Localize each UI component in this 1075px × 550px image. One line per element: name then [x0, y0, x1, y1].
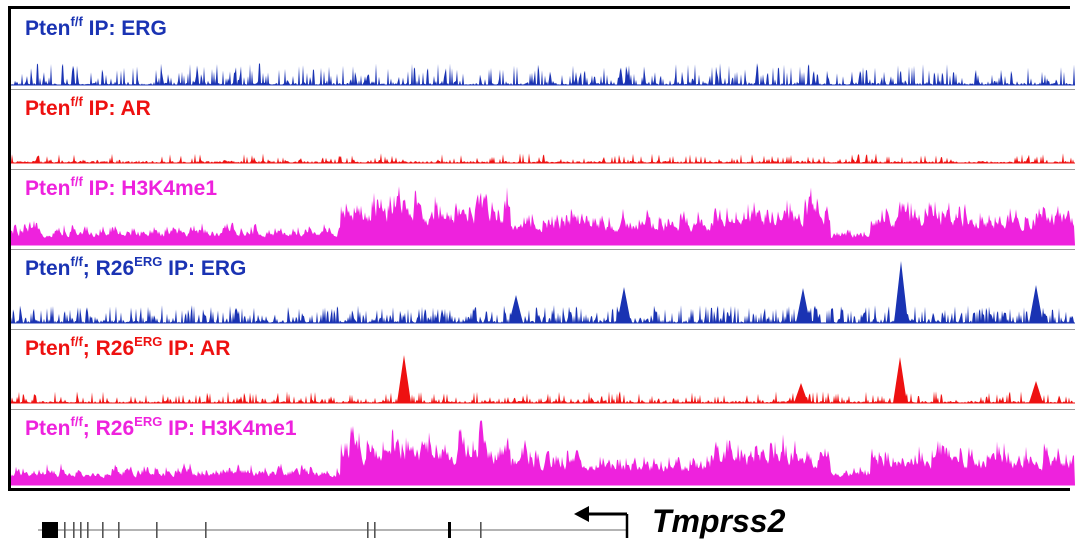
signal-area	[11, 153, 1075, 163]
track-3: Ptenf/f IP: H3K4me1	[11, 169, 1075, 249]
signal-track-4	[11, 261, 1075, 324]
track-label-mid: ; R26	[82, 417, 135, 440]
gene-exon-10	[374, 522, 376, 538]
track-1: Ptenf/f IP: ERG	[11, 9, 1075, 89]
track-label-post: IP: AR	[82, 97, 151, 120]
track-label-pre: Pten	[25, 417, 71, 440]
track-label-sup2: ERG	[134, 414, 163, 429]
signal-area	[11, 355, 1075, 403]
gene-exon-first	[42, 522, 58, 538]
gene-exon-9	[367, 522, 369, 538]
gene-exon-8	[205, 522, 207, 538]
gene-exon-5	[102, 522, 104, 538]
gene-exon-11	[448, 522, 451, 538]
track-4: Ptenf/f; R26ERG IP: ERG	[11, 249, 1075, 329]
track-label-post: IP: H3K4me1	[162, 417, 297, 440]
track-label: Ptenf/f; R26ERG IP: AR	[25, 334, 231, 361]
track-separator	[11, 169, 1075, 170]
signal-area	[11, 186, 1075, 245]
track-label-pre: Pten	[25, 177, 71, 200]
signal-area	[11, 261, 1075, 323]
track-label: Ptenf/f IP: H3K4me1	[25, 174, 218, 201]
tss-arrow-head	[574, 506, 589, 522]
signal-track-2	[11, 153, 1075, 164]
signal-track-3	[11, 186, 1075, 246]
track-label-pre: Pten	[25, 17, 71, 40]
gene-exon-3	[80, 522, 82, 538]
signal-track-5	[11, 355, 1075, 404]
track-label-sup1: f/f	[70, 14, 83, 29]
track-label-pre: Pten	[25, 337, 71, 360]
track-label-mid: ; R26	[82, 257, 135, 280]
signal-track-6	[11, 420, 1075, 486]
track-panel: Ptenf/f IP: ERG Ptenf/f IP: AR Ptenf/f IP:…	[11, 9, 1075, 488]
track-label-sup2: ERG	[134, 334, 163, 349]
track-label-pre: Pten	[25, 97, 71, 120]
track-label-post: IP: H3K4me1	[82, 177, 218, 200]
track-separator	[11, 329, 1075, 330]
track-label-sup1: f/f	[70, 414, 83, 429]
track-2: Ptenf/f IP: AR	[11, 89, 1075, 169]
gene-model	[38, 506, 629, 538]
track-separator	[11, 249, 1075, 250]
track-5: Ptenf/f; R26ERG IP: AR	[11, 329, 1075, 409]
track-label: Ptenf/f; R26ERG IP: H3K4me1	[25, 414, 297, 441]
gene-exon-7	[156, 522, 158, 538]
gene-exon-2	[73, 522, 75, 538]
gene-exon-12	[480, 522, 482, 538]
track-label-sup1: f/f	[70, 334, 83, 349]
tracks-frame	[8, 6, 1070, 491]
gene-name: Tmprss2	[652, 503, 786, 539]
track-label-sup2: ERG	[134, 254, 163, 269]
track-label-post: IP: ERG	[162, 257, 247, 280]
track-separator	[11, 89, 1075, 90]
gene-exon-4	[87, 522, 89, 538]
track-label-sup1: f/f	[70, 254, 83, 269]
track-6: Ptenf/f; R26ERG IP: H3K4me1	[11, 409, 1075, 489]
track-label-sup1: f/f	[70, 94, 83, 109]
track-label-pre: Pten	[25, 257, 71, 280]
track-label: Ptenf/f IP: ERG	[25, 14, 167, 41]
track-label: Ptenf/f; R26ERG IP: ERG	[25, 254, 247, 281]
gene-exon-6	[118, 522, 120, 538]
track-label-post: IP: ERG	[82, 17, 167, 40]
track-label-mid: ; R26	[82, 337, 135, 360]
track-label: Ptenf/f IP: AR	[25, 94, 151, 121]
signal-area	[11, 63, 1075, 85]
track-separator	[11, 409, 1075, 410]
gene-exon-1	[64, 522, 66, 538]
signal-track-1	[11, 63, 1075, 86]
track-label-post: IP: AR	[162, 337, 231, 360]
signal-area	[11, 420, 1075, 485]
track-label-sup1: f/f	[70, 174, 83, 189]
